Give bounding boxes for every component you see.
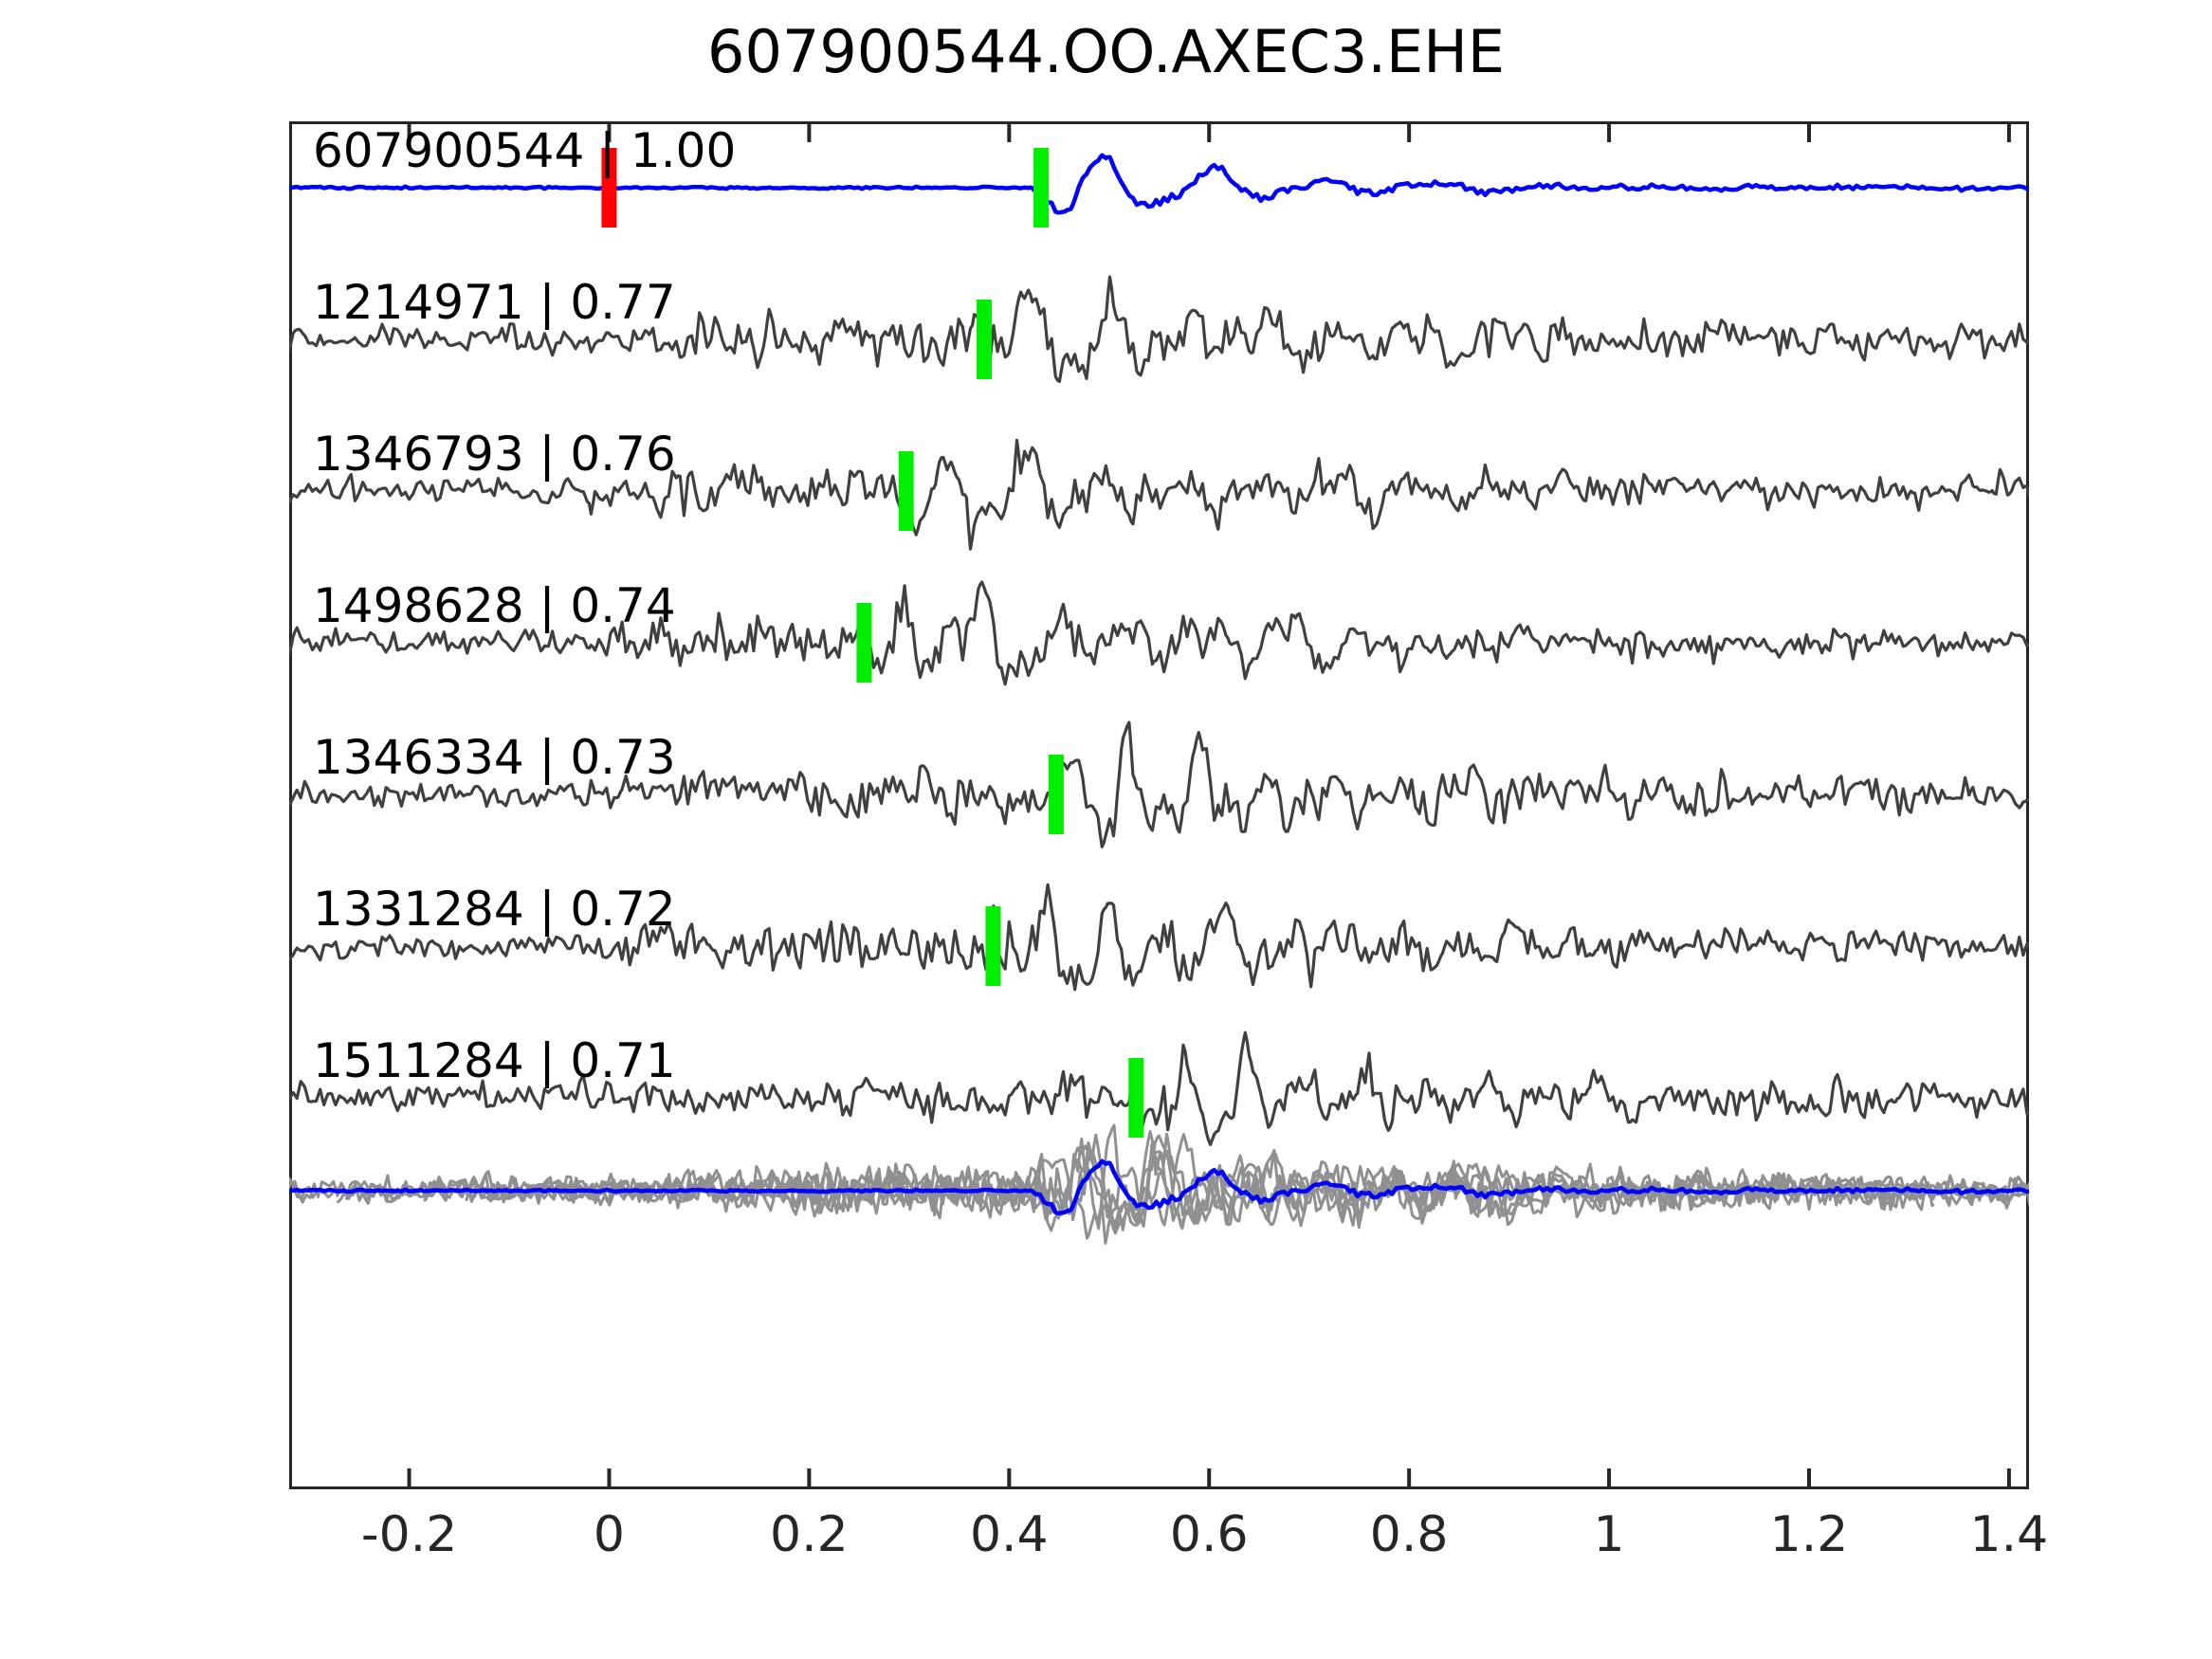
trace-row-1511284 — [289, 1030, 2029, 1146]
overlay-trace-1331284 — [336, 1133, 2029, 1231]
waveform-line-1331284 — [289, 883, 2029, 992]
waveform-line-1346793 — [289, 438, 2029, 551]
x-tick-label-7: 1.2 — [1769, 1506, 1849, 1563]
trace-row-1498628 — [289, 580, 2029, 686]
x-tick-label-5: 0.8 — [1369, 1506, 1449, 1563]
trace-label-1346793: 1346793 | 0.76 — [313, 427, 676, 482]
overlay-trace-1511284 — [289, 1130, 1935, 1235]
x-tick-label-2: 0.2 — [770, 1506, 849, 1563]
overlay-panel — [289, 1123, 2029, 1245]
waveform-line-1498628 — [289, 580, 2029, 686]
x-tick-label-4: 0.6 — [1169, 1506, 1249, 1563]
trace-label-1331284: 1331284 | 0.72 — [313, 882, 676, 937]
trace-row-1214971 — [289, 275, 2029, 383]
trace-row-607900544 — [289, 148, 2029, 228]
trace-label-1346334: 1346334 | 0.73 — [313, 730, 676, 785]
waveform-line-1346334 — [289, 720, 2029, 848]
trace-row-1346334 — [289, 720, 2029, 848]
waveform-line-1214971 — [289, 275, 2029, 383]
waveform-line-1511284 — [289, 1030, 2029, 1146]
x-tick-label-8: 1.4 — [1969, 1506, 2049, 1563]
trace-row-1346793 — [289, 438, 2029, 551]
x-tick-label-0: -0.2 — [360, 1506, 458, 1563]
x-tick-label-3: 0.4 — [969, 1506, 1049, 1563]
waveform-plot-svg — [289, 121, 2029, 1489]
trace-label-1511284: 1511284 | 0.71 — [313, 1033, 676, 1088]
trace-row-1331284 — [289, 883, 2029, 992]
trace-label-607900544: 607900544 | 1.00 — [313, 123, 737, 178]
overlay-trace-reference — [289, 1158, 2029, 1216]
waveform-line-607900544 — [289, 153, 2029, 215]
trace-label-1214971: 1214971 | 0.77 — [313, 275, 676, 330]
x-tick-label-6: 1 — [1593, 1506, 1625, 1563]
trace-label-1498628: 1498628 | 0.74 — [313, 578, 676, 633]
page-title: 607900544.OO.AXEC3.EHE — [707, 17, 1505, 86]
x-tick-label-1: 0 — [593, 1506, 626, 1563]
plot-area — [289, 121, 2029, 1489]
